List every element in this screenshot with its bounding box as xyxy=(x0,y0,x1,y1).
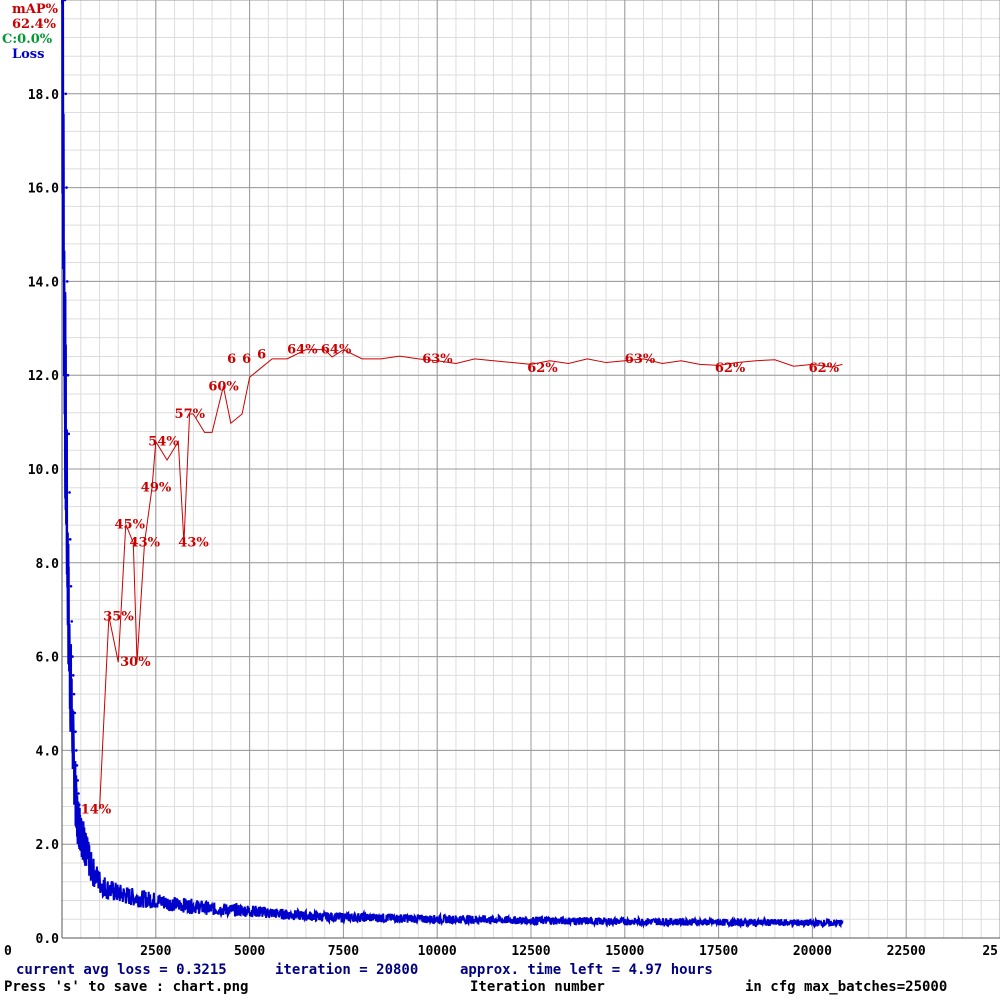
map-annotation: 54% xyxy=(148,435,179,450)
map-annotation: 62% xyxy=(527,361,558,376)
map-annotation: 35% xyxy=(103,609,134,624)
x-tick-label: 12500 xyxy=(511,944,550,959)
map-series xyxy=(99,349,843,810)
x-tick-label: 20000 xyxy=(793,944,832,959)
loss-point xyxy=(82,828,86,832)
x-tick-label: 10000 xyxy=(418,944,457,959)
x-tick-labels: 0 2500 5000 7500 10000 12500 15000 17500 20000 22… xyxy=(4,944,998,959)
map-annotation: 64% xyxy=(287,343,318,358)
loss-point xyxy=(83,831,86,835)
loss-point xyxy=(74,730,77,733)
loss-point xyxy=(71,655,74,658)
y-tick-labels: 0.0 2.0 4.0 6.0 8.0 10.0 12.0 14.0 16.0 18.0 xyxy=(28,88,59,947)
footer-max-batches: in cfg max_batches=25000 xyxy=(745,979,947,995)
map-annotation: 62% xyxy=(715,361,746,376)
loss-point xyxy=(63,0,67,2)
map-annotation: 45% xyxy=(115,517,146,532)
major-grid xyxy=(61,0,1000,939)
map-annotation: 14% xyxy=(81,802,112,817)
map-annotation: 6 xyxy=(227,352,236,367)
legend-loss-label: Loss xyxy=(12,47,44,62)
x-tick-label: 0 xyxy=(4,944,12,959)
loss-point xyxy=(70,620,74,623)
x-tick-label: 7500 xyxy=(328,944,359,959)
loss-point xyxy=(83,834,87,838)
legend-c-label: C:0.0% xyxy=(2,32,53,47)
loss-point xyxy=(74,749,78,752)
y-tick-label: 12.0 xyxy=(28,369,59,384)
x-tick-label: 2500 xyxy=(140,944,171,959)
map-annotations: 14%35%30%45%43%49%43%54%57%60%6 6 6 64% 64%6… xyxy=(81,343,840,818)
loss-point xyxy=(72,692,76,696)
loss-point xyxy=(69,584,73,588)
map-annotation: 6 xyxy=(257,347,266,362)
status-iteration: iteration = 20800 xyxy=(275,962,418,978)
map-annotation: 43% xyxy=(130,536,161,551)
footer-save-hint: Press 's' to save : chart.png xyxy=(4,979,248,995)
x-tick-label: 25 xyxy=(982,944,998,959)
y-tick-label: 16.0 xyxy=(28,182,59,197)
map-annotation: 43% xyxy=(178,536,209,551)
loss-point xyxy=(77,792,80,795)
loss-point xyxy=(79,817,83,821)
map-annotation: 49% xyxy=(141,481,172,496)
y-tick-label: 4.0 xyxy=(36,744,60,759)
loss-point xyxy=(84,837,88,840)
y-tick-label: 2.0 xyxy=(36,838,60,853)
loss-point xyxy=(76,779,80,782)
loss-point xyxy=(78,814,82,818)
y-tick-label: 6.0 xyxy=(36,651,60,666)
map-annotation: 62% xyxy=(809,361,840,376)
map-annotation: 30% xyxy=(120,655,151,670)
y-tick-label: 10.0 xyxy=(28,463,59,478)
status-avg-loss: current avg loss = 0.3215 xyxy=(16,962,227,978)
loss-point xyxy=(81,826,85,829)
loss-point xyxy=(75,764,79,767)
legend-map-label: mAP% xyxy=(12,2,59,17)
loss-point xyxy=(85,840,89,843)
loss-point xyxy=(77,803,81,807)
map-annotation: 6 xyxy=(242,352,251,367)
map-annotation: 63% xyxy=(625,352,656,367)
loss-point xyxy=(65,186,68,189)
loss-point xyxy=(64,92,68,96)
legend-map-value: 62.4% xyxy=(12,17,57,32)
y-tick-label: 0.0 xyxy=(36,932,60,947)
loss-point xyxy=(73,711,77,715)
loss-point xyxy=(65,280,69,283)
loss-point xyxy=(68,538,72,541)
loss-point xyxy=(67,432,71,436)
loss-series xyxy=(61,0,844,930)
map-annotation: 64% xyxy=(321,343,352,358)
loss-line xyxy=(61,0,844,930)
map-line xyxy=(99,349,843,810)
map-annotation: 60% xyxy=(208,379,239,394)
x-tick-label: 5000 xyxy=(234,944,265,959)
x-tick-label: 22500 xyxy=(887,944,926,959)
x-axis-label: Iteration number xyxy=(470,979,605,995)
loss-point xyxy=(71,674,75,677)
y-tick-label: 8.0 xyxy=(36,557,60,572)
loss-point xyxy=(80,823,84,826)
y-tick-label: 14.0 xyxy=(28,275,59,290)
y-tick-label: 18.0 xyxy=(28,88,59,103)
map-annotation: 63% xyxy=(422,352,453,367)
map-annotation: 57% xyxy=(175,407,206,422)
loss-point xyxy=(80,820,83,823)
loss-point xyxy=(68,491,71,494)
x-tick-label: 15000 xyxy=(605,944,644,959)
x-tick-label: 17500 xyxy=(699,944,738,959)
status-time-left: approx. time left = 4.97 hours xyxy=(460,962,713,978)
loss-point xyxy=(66,373,70,377)
